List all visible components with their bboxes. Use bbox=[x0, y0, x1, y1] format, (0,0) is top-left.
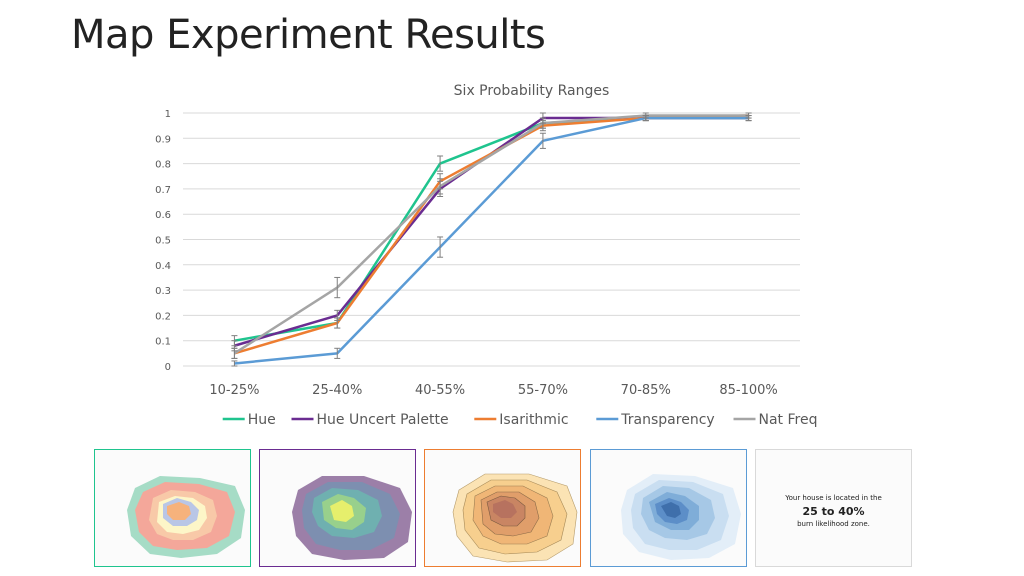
series-line-transparency bbox=[234, 116, 749, 365]
hue-map-image bbox=[127, 476, 245, 558]
slide-title: Map Experiment Results bbox=[71, 12, 546, 58]
legend-label: Isarithmic bbox=[499, 412, 568, 428]
line-chart: Six Probability Ranges 0 0.1 0.2 0.3 0.4 0.5 0.… bbox=[155, 83, 818, 428]
nat-freq-line-3: burn likelihood zone. bbox=[797, 520, 870, 528]
y-tick-label: 0.9 bbox=[155, 134, 171, 145]
legend-label: Hue bbox=[248, 412, 276, 428]
y-tick-label: 0 bbox=[165, 362, 171, 373]
x-tick-label: 85-100% bbox=[719, 383, 777, 398]
thumbnail-transparency-map bbox=[590, 449, 747, 567]
thumbnail-hue-map bbox=[94, 449, 251, 567]
thumbnail-hue-uncert-palette-map bbox=[259, 449, 416, 567]
chart-title: Six Probability Ranges bbox=[454, 83, 610, 99]
x-tick-label: 40-55% bbox=[415, 383, 465, 398]
x-tick-label: 25-40% bbox=[312, 383, 362, 398]
thumbnail-nat-freq: Your house is located in the 25 to 40% b… bbox=[755, 449, 912, 567]
legend-label: Hue Uncert Palette bbox=[317, 412, 449, 428]
series-line-isarithmic bbox=[234, 114, 749, 355]
y-tick-label: 0.8 bbox=[155, 160, 171, 171]
nat-freq-line-2: 25 to 40% bbox=[802, 505, 865, 518]
nat-freq-message: Your house is located in the 25 to 40% b… bbox=[756, 494, 911, 528]
y-tick-label: 0.5 bbox=[155, 236, 171, 247]
y-tick-label: 0.4 bbox=[155, 261, 171, 272]
nat-freq-line-1: Your house is located in the bbox=[785, 494, 882, 502]
series-line-hue bbox=[234, 116, 749, 342]
y-tick-label: 0.6 bbox=[155, 210, 171, 221]
isarithmic-map-image bbox=[452, 473, 578, 563]
x-tick-label: 55-70% bbox=[518, 383, 568, 398]
legend-label: Transparency bbox=[620, 412, 714, 428]
y-tick-label: 1 bbox=[165, 109, 171, 120]
x-tick-label: 70-85% bbox=[621, 383, 671, 398]
transparency-map-image bbox=[621, 474, 741, 560]
x-tick-label: 10-25% bbox=[209, 383, 259, 398]
y-tick-label: 0.2 bbox=[155, 311, 171, 322]
thumbnail-isarithmic-map bbox=[424, 449, 581, 567]
legend-label: Nat Freq bbox=[759, 412, 818, 428]
series-line-nat-freq bbox=[233, 114, 749, 355]
hue-uncert-map-image bbox=[292, 476, 412, 560]
y-tick-label: 0.3 bbox=[155, 286, 171, 297]
y-tick-label: 0.1 bbox=[155, 337, 171, 348]
y-tick-label: 0.7 bbox=[155, 185, 171, 196]
